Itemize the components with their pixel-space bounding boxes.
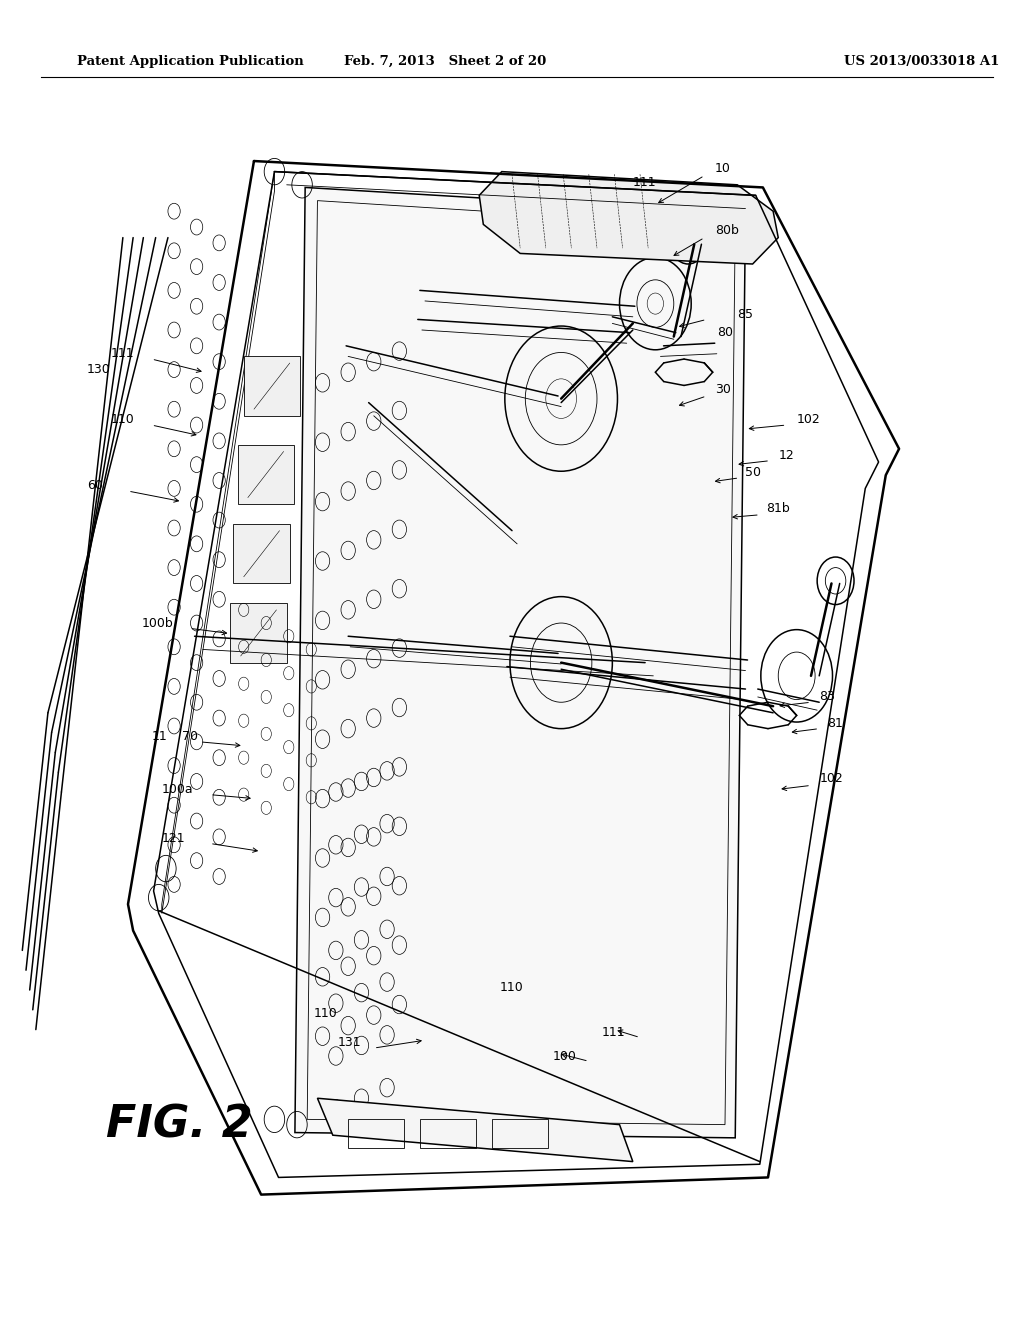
Text: 102: 102 [797, 413, 820, 426]
Polygon shape [479, 172, 778, 264]
Text: 11: 11 [152, 730, 167, 743]
Text: 100a: 100a [162, 783, 194, 796]
Text: 102: 102 [819, 772, 843, 785]
Text: 70: 70 [182, 730, 199, 743]
Bar [348, 1119, 404, 1148]
Polygon shape [317, 1098, 633, 1162]
Text: 110: 110 [500, 981, 523, 994]
Text: 50: 50 [745, 466, 762, 479]
Polygon shape [295, 187, 745, 1138]
Text: 81: 81 [827, 717, 844, 730]
Bar [244, 356, 300, 416]
Text: FIG. 2: FIG. 2 [105, 1104, 253, 1146]
Text: Feb. 7, 2013   Sheet 2 of 20: Feb. 7, 2013 Sheet 2 of 20 [344, 55, 547, 67]
Text: 110: 110 [111, 413, 134, 426]
Bar [233, 524, 290, 583]
Text: 121: 121 [162, 832, 185, 845]
Text: 80: 80 [717, 326, 733, 339]
Text: 12: 12 [778, 449, 794, 462]
Text: 130: 130 [87, 363, 111, 376]
Text: 111: 111 [111, 347, 134, 360]
Text: 111: 111 [602, 1026, 626, 1039]
Text: Patent Application Publication: Patent Application Publication [77, 55, 303, 67]
Text: 81b: 81b [766, 502, 790, 515]
Bar [492, 1119, 548, 1148]
Bar [420, 1119, 476, 1148]
Bar [238, 445, 294, 504]
Text: US 2013/0033018 A1: US 2013/0033018 A1 [844, 55, 999, 67]
Bar [230, 603, 287, 663]
Text: 110: 110 [313, 1007, 338, 1020]
Text: 83: 83 [819, 690, 836, 704]
Text: 111: 111 [633, 176, 656, 189]
Text: 30: 30 [715, 383, 731, 396]
Text: 100: 100 [553, 1049, 577, 1063]
Text: 60: 60 [87, 479, 103, 492]
Text: 100b: 100b [141, 616, 173, 630]
Text: 10: 10 [715, 162, 731, 176]
Text: 80b: 80b [715, 224, 738, 238]
Text: 131: 131 [338, 1036, 361, 1049]
Text: 85: 85 [737, 308, 754, 321]
